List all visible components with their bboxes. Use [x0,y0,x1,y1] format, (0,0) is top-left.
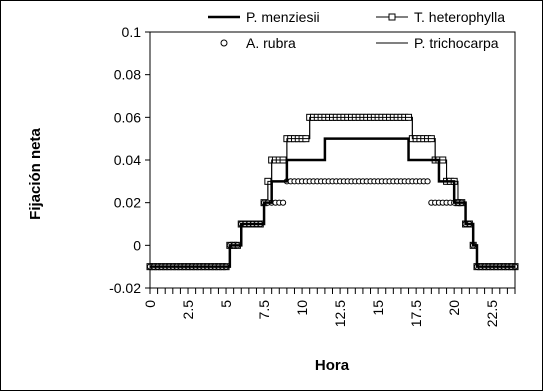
series-p-menziesii [150,137,515,268]
series-line [150,137,515,268]
legend-item-p-menziesii: P. menziesii [208,9,320,25]
legend-item-a-rubra: A. rubra [220,35,296,51]
y-axis-title: Fijación neta [27,128,44,220]
x-tick-label: 7.5 [256,300,272,320]
legend-item-p-trichocarpa: P. trichocarpa [376,35,499,51]
data-point-circle [279,199,287,206]
x-tick-label: 17.5 [408,300,424,327]
legend-marker-circle [220,39,228,47]
legend-marker-square [388,13,396,21]
y-tick-label: 0 [133,237,141,253]
x-tick-label: 22.5 [484,300,500,327]
x-tick-label: 20 [446,300,462,316]
legend-label: A. rubra [246,35,296,51]
x-tick-label: 10 [294,300,310,316]
y-tick-label: 0.1 [122,24,142,40]
y-tick-label: -0.02 [109,280,141,296]
legend: P. menziesii T. heterophylla A. rubra P. tr… [208,9,505,51]
y-tick-label: 0.08 [114,67,141,83]
x-tick-label: 5 [218,300,234,308]
x-tick-label: 2.5 [180,300,196,320]
y-tick-label: 0.02 [114,195,141,211]
x-tick-label: 12.5 [332,300,348,327]
data-point-circle [424,178,431,185]
y-tick-label: 0.04 [114,152,141,168]
y-tick-label: 0.06 [114,109,141,125]
x-tick-label: 0 [142,300,158,308]
legend-item-t-heterophylla: T. heterophylla [376,9,505,25]
legend-label: P. trichocarpa [414,35,499,51]
series-layer [146,113,519,271]
legend-label: T. heterophylla [414,9,505,25]
x-axis-title: Hora [315,357,350,374]
legend-label: P. menziesii [246,9,320,25]
x-tick-label: 15 [370,300,386,316]
